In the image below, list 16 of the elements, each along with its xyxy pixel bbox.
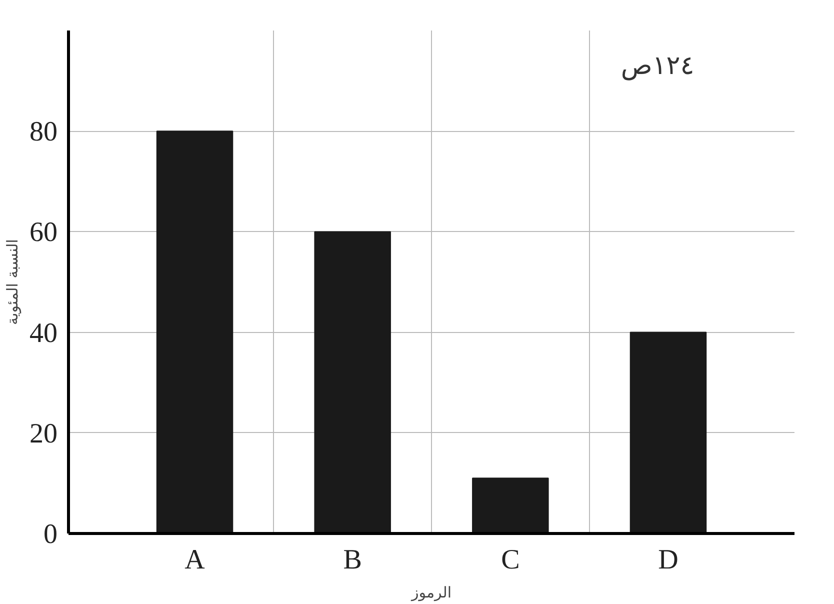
x-axis-title: الرموز xyxy=(410,584,452,602)
y-tick-label: 40 xyxy=(30,318,58,349)
x-tick-label: D xyxy=(658,544,678,576)
annotation: ١٢٤ص xyxy=(620,50,694,81)
bar xyxy=(314,231,391,534)
bar xyxy=(156,130,234,534)
y-tick-label: 0 xyxy=(44,519,58,550)
x-tick-label: A xyxy=(184,544,206,576)
bar xyxy=(630,332,707,534)
y-tick-label: 80 xyxy=(30,116,58,148)
x-tick-label: C xyxy=(501,544,520,576)
y-tick-label: 60 xyxy=(30,217,58,248)
x-tick-label: B xyxy=(343,544,362,576)
y-axis-title: النسبة المئوية xyxy=(4,239,22,325)
y-tick-label: 20 xyxy=(30,418,58,450)
bar xyxy=(472,478,549,534)
